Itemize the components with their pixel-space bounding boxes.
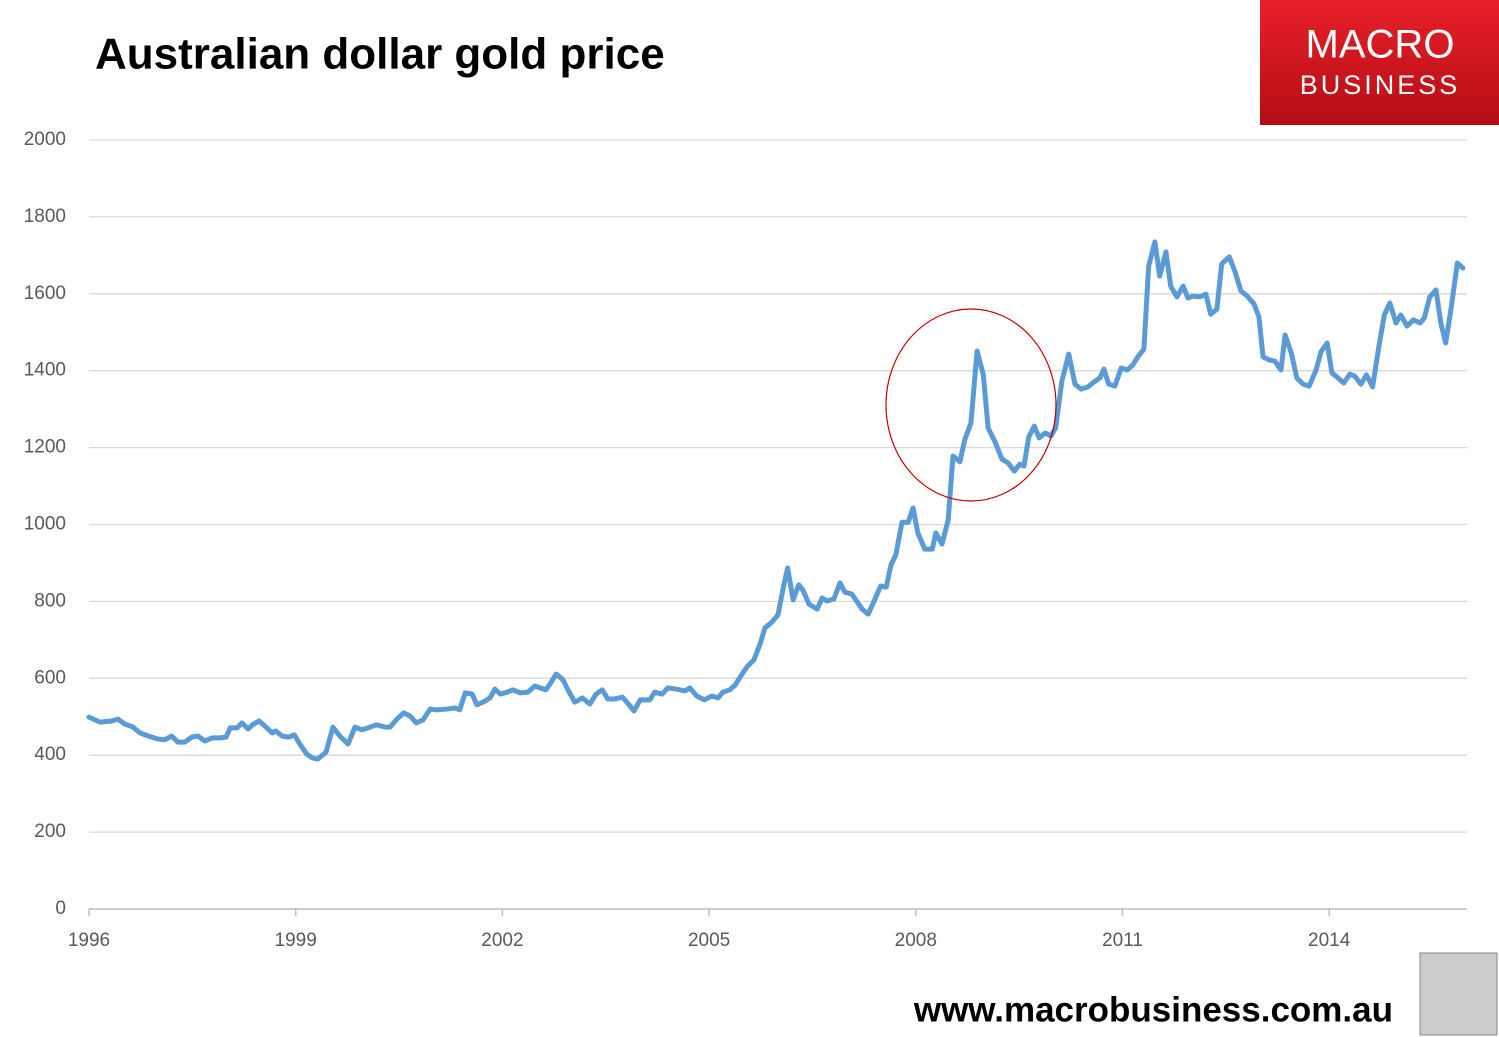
plot-area: 0 200 400 600 800 1000 1200 1400 1600 1800 2000 199… [24,129,1467,951]
x-tick-label: 1999 [275,930,317,951]
y-tick-label: 1800 [24,206,66,227]
logo-box [1260,0,1499,125]
x-tick-label: 2005 [688,930,730,951]
x-tick-label: 2011 [1102,930,1143,951]
y-tick-label: 400 [34,744,66,765]
highlight-circle [885,308,1057,502]
y-tick-label: 1000 [24,514,66,535]
x-tick-label: 2014 [1308,930,1351,951]
y-tick-label: 1400 [24,360,66,381]
y-tick-label: 800 [34,590,66,611]
y-tick-label: 1200 [24,437,66,458]
logo-text: MACRO [1306,23,1455,67]
footer-url: www.macrobusiness.com.au [913,990,1393,1029]
y-tick-label: 200 [34,821,66,842]
x-tick-label: 2008 [895,930,937,951]
y-tick-label: 2000 [24,129,66,150]
y-tick-label: 0 [55,898,66,919]
y-tick-label: 600 [34,667,66,688]
x-tick-label: 2002 [481,930,523,951]
y-tick-label: 1600 [24,283,66,304]
logo-image [1419,952,1498,1036]
logo-text: BUSINESS [1300,70,1461,100]
data-line [86,239,1466,762]
chart-title: Australian dollar gold price [95,30,665,79]
x-tick-label: 1996 [68,930,110,951]
